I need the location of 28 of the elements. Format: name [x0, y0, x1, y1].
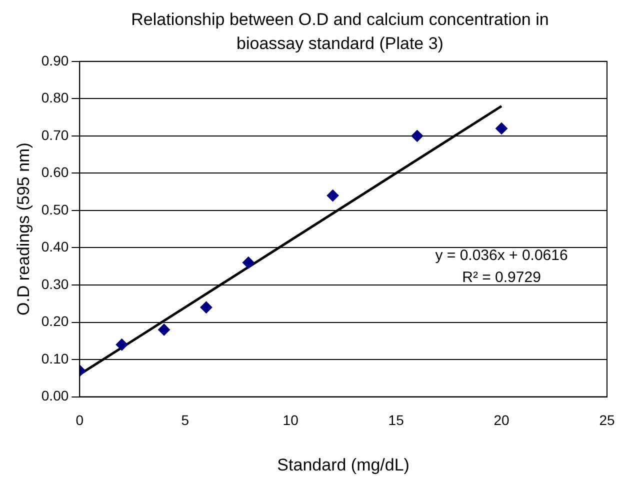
y-tick-label: 0.90 — [41, 52, 69, 68]
y-tick-label: 0.60 — [41, 164, 69, 180]
point — [326, 190, 339, 202]
x-tick-label: 10 — [282, 412, 299, 428]
x-tick-label: 0 — [76, 412, 84, 428]
point — [242, 256, 254, 269]
point — [496, 122, 508, 134]
y-tick-label: 0.30 — [41, 276, 69, 292]
point — [158, 324, 170, 336]
x-tick-label: 20 — [494, 412, 510, 428]
y-tick-label: 0.80 — [41, 90, 69, 106]
x-tick-label: 15 — [388, 412, 404, 428]
point — [116, 338, 128, 351]
y-tick-label: 0.40 — [41, 238, 69, 255]
x-axis-title: Standard (mg/dL) — [277, 455, 410, 474]
y-axis-title: O.D readings (595 nm) — [14, 142, 33, 316]
y-tick-label: 0.00 — [41, 388, 69, 404]
annotation: R² = 0.9729 — [462, 269, 541, 286]
y-tick-label: 0.10 — [41, 350, 69, 366]
y-tick-label: 0.20 — [41, 313, 69, 330]
y-tick-label: 0.70 — [41, 126, 69, 143]
x-tick-label: 25 — [599, 412, 615, 428]
point — [200, 301, 212, 314]
point — [411, 130, 424, 142]
x-tick-label: 5 — [181, 412, 190, 428]
y-tick-label: 0.50 — [41, 201, 69, 218]
annotation: y = 0.036x + 0.0616 — [435, 247, 568, 264]
chart-title: Relationship between O.D and calcium concentration in bioassay standard (Plate 3) — [130, 9, 550, 55]
